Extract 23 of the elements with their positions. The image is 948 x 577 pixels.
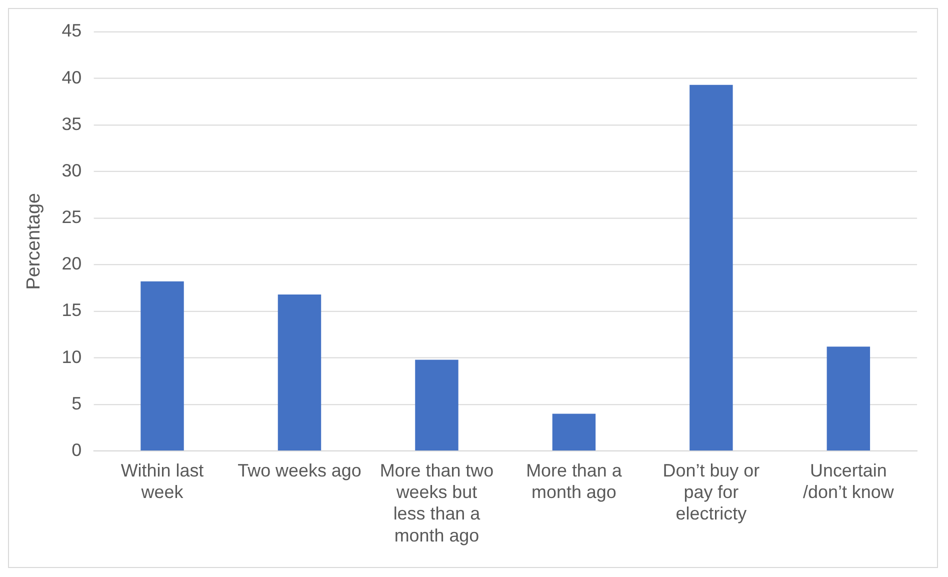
bar bbox=[140, 281, 184, 451]
bar bbox=[552, 414, 596, 451]
x-tick-label: Uncertain /don’t know bbox=[803, 460, 894, 502]
y-tick-label: 10 bbox=[62, 346, 82, 367]
y-tick-label: 45 bbox=[62, 20, 82, 41]
bar bbox=[690, 84, 733, 451]
y-tick-label: 0 bbox=[72, 440, 82, 460]
bar bbox=[415, 360, 458, 451]
x-tick-label: Two weeks ago bbox=[238, 460, 362, 481]
y-tick-label: 35 bbox=[62, 114, 82, 134]
bar bbox=[278, 294, 322, 451]
y-tick-label: 15 bbox=[62, 300, 82, 320]
x-tick-label: More than a month ago bbox=[526, 460, 622, 502]
y-tick-label: 20 bbox=[62, 254, 82, 274]
y-tick-label: 5 bbox=[72, 393, 82, 414]
x-tick-label: Within last week bbox=[120, 460, 204, 502]
y-tick-label: 30 bbox=[62, 160, 82, 180]
x-tick-label: Don’t buy or pay for electricty bbox=[662, 460, 760, 524]
x-tick-label: More than two weeks but less than a month ago bbox=[380, 460, 494, 546]
y-tick-label: 25 bbox=[62, 207, 82, 228]
bar bbox=[826, 346, 870, 451]
y-tick-label: 40 bbox=[62, 67, 82, 88]
y-axis-title: Percentage bbox=[24, 192, 45, 290]
